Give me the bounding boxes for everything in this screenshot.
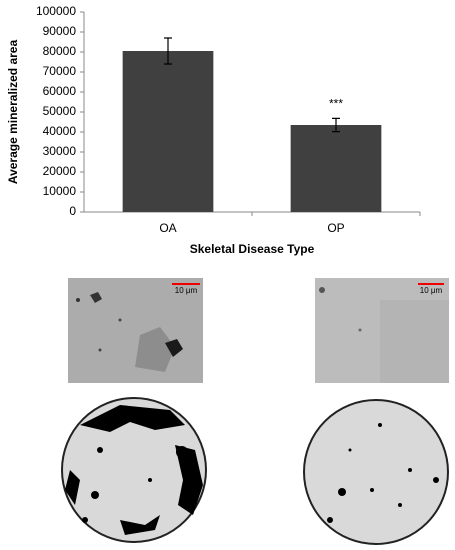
x-axis-label: Skeletal Disease Type [190,242,315,256]
threshold-oa [61,397,207,543]
y-axis-label: Average mineralized area [6,40,20,185]
y-tick-label: 20000 [43,164,77,178]
y-tick-label: 90000 [43,24,77,38]
y-tick-label: 60000 [43,84,77,98]
micrograph-op: 10 μm [315,278,449,383]
bar [290,125,382,212]
error-bar [164,37,172,65]
y-tick-label: 50000 [43,104,77,118]
y-tick-label: 80000 [43,44,77,58]
y-tick-label: 100000 [36,4,76,18]
bar [122,51,214,212]
y-tick-label: 70000 [43,64,77,78]
y-tick-label: 10000 [43,184,77,198]
x-tick-label: OP [327,221,344,235]
x-tick-label: OA [159,221,176,235]
scale-bar-label: 10 μm [420,286,443,295]
y-tick-label: 0 [69,204,76,218]
micrograph-oa: 10 μm [68,278,203,383]
scale-bar-label: 10 μm [175,286,198,295]
bar-chart: 0 10000 20000 30000 40000 50000 60000 70000 8000… [36,4,421,235]
threshold-op [303,399,449,545]
y-tick-label: 30000 [43,144,77,158]
y-tick-label: 40000 [43,124,77,138]
annotation: *** [329,97,343,111]
error-bar [332,117,340,133]
